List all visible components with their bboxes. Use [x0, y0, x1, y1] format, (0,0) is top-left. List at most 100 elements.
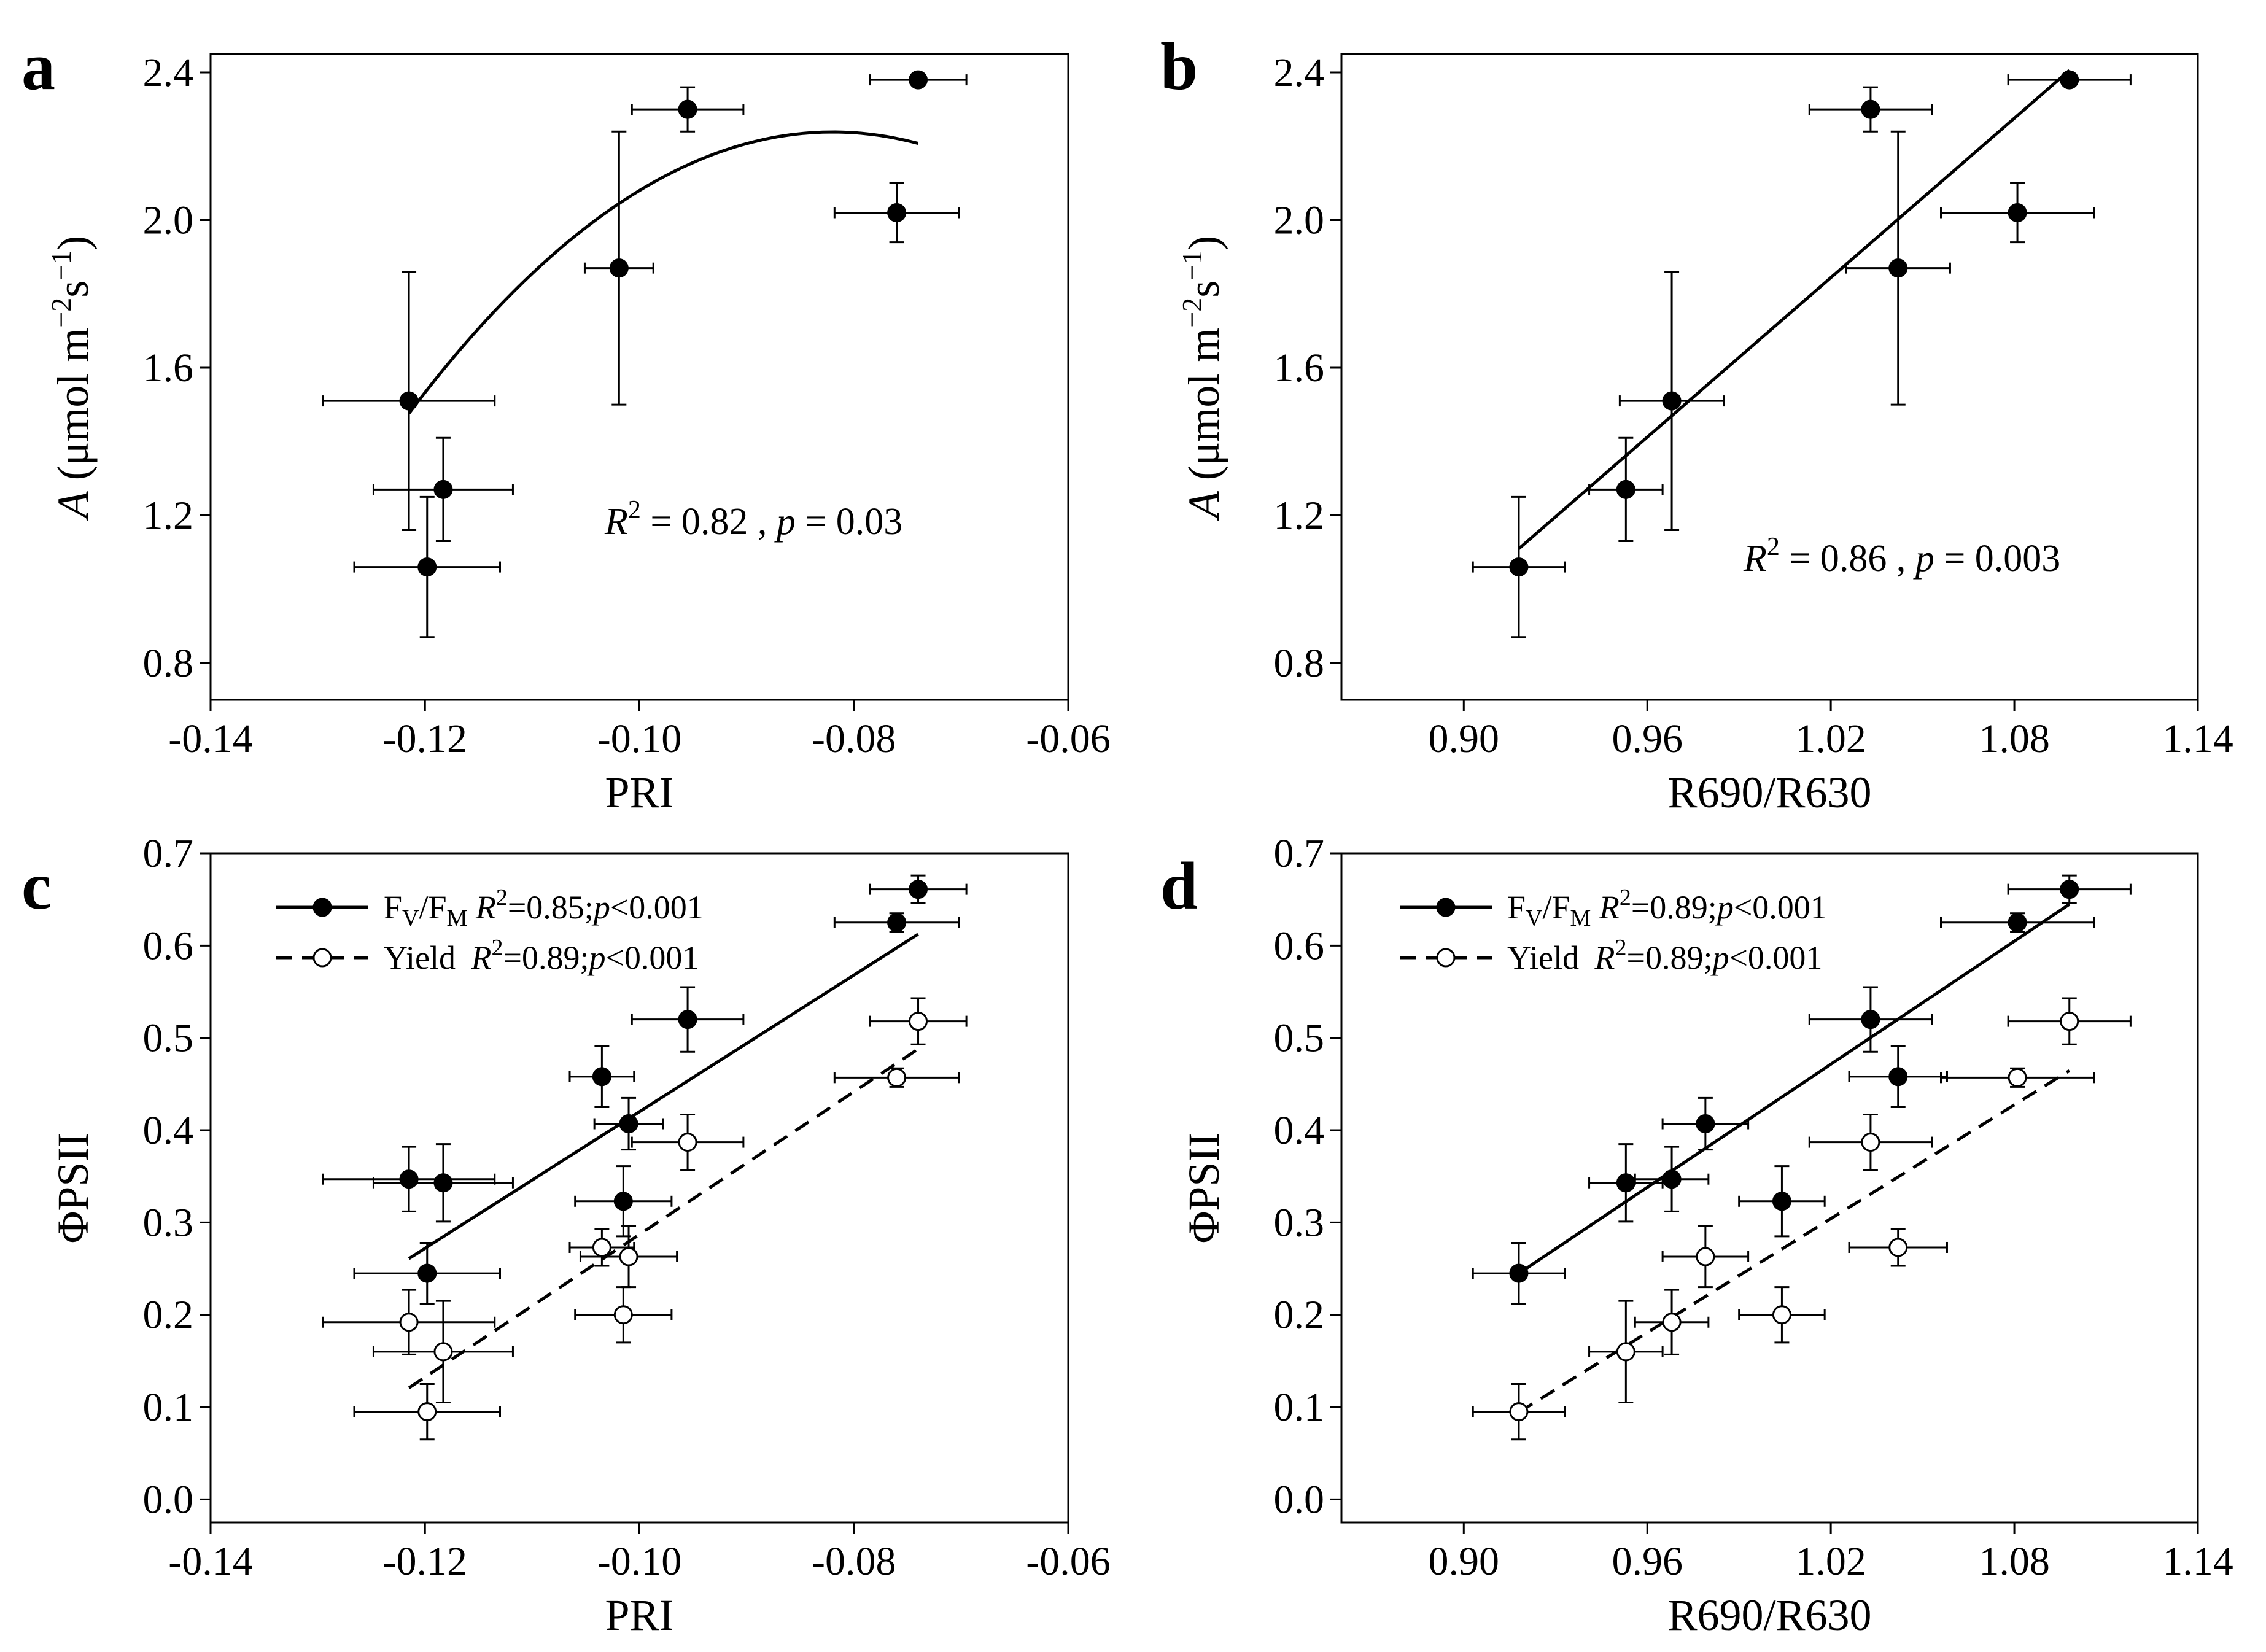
series-filled	[322, 874, 968, 1305]
legend-entry: FV/FM R2=0.85;p<0.001	[384, 885, 704, 931]
fit-line	[1518, 1069, 2071, 1414]
panel-letter: b	[1160, 29, 1198, 104]
legend-marker	[312, 898, 332, 917]
x-tick-label: 0.96	[1612, 716, 1683, 761]
y-tick-label: 0.4	[143, 1108, 194, 1153]
x-axis-label: PRI	[605, 768, 673, 817]
y-tick-label: 2.4	[1274, 50, 1325, 95]
data-point	[1738, 1165, 1826, 1238]
fit-line	[1518, 69, 2071, 550]
data-point	[833, 912, 960, 933]
data-point	[579, 1225, 678, 1289]
data-point	[1661, 1096, 1750, 1151]
x-tick-label: -0.06	[1026, 1539, 1110, 1584]
y-tick-label: 0.5	[143, 1016, 194, 1061]
data-point	[1808, 86, 1933, 133]
data-point	[1940, 182, 2095, 244]
legend-marker	[1436, 898, 1456, 917]
data-point	[1808, 986, 1933, 1053]
fit-line	[408, 933, 919, 1260]
y-tick-label: 0.2	[143, 1293, 194, 1338]
panel-letter: d	[1160, 848, 1198, 923]
y-tick-label: 1.2	[1274, 493, 1325, 538]
y-axis-label: A (μmol m−2s−1)	[45, 236, 98, 521]
data-point	[1588, 1300, 1664, 1404]
data-point	[322, 1146, 496, 1212]
data-point	[1618, 271, 1725, 531]
data-point	[574, 1165, 673, 1238]
data-point	[1661, 1225, 1750, 1289]
data-point	[322, 271, 496, 531]
plot-frame	[209, 53, 1069, 701]
fit-line	[1518, 903, 2071, 1275]
y-tick-label: 0.2	[1274, 1293, 1325, 1338]
x-tick-label: -0.10	[597, 1539, 681, 1584]
data-point	[583, 130, 654, 406]
series-filled	[1472, 874, 2132, 1305]
data-point	[1472, 1382, 1566, 1441]
panel-a: a -0.14 -0.12 -0.10 -0.08 -0.06 0.8 1.2 1.6 2.0 2.…	[21, 29, 1111, 817]
series-open	[1472, 997, 2132, 1441]
x-tick-label: 1.02	[1795, 1539, 1866, 1584]
data-point	[372, 1300, 514, 1404]
x-axis-label: PRI	[605, 1591, 673, 1640]
series-filled	[1472, 69, 2132, 638]
x-tick-label: -0.12	[383, 716, 467, 761]
data-point	[1588, 436, 1664, 543]
y-tick-label: 2.4	[143, 50, 194, 95]
panel-d: d 0.90 0.96 1.02 1.08 1.14 0.0 0.1 0.2 0.3 0.4 0.5 0…	[1160, 831, 2233, 1640]
data-point	[2007, 997, 2132, 1045]
x-axis-label: R690/R630	[1667, 768, 1871, 817]
data-point	[353, 1241, 501, 1305]
y-tick-label: 2.0	[143, 198, 194, 243]
y-tick-label: 1.2	[143, 493, 194, 538]
panel-letter: c	[21, 848, 52, 923]
data-point	[631, 986, 745, 1053]
data-point	[1588, 1143, 1664, 1223]
data-point	[833, 182, 960, 244]
data-point	[1634, 1289, 1710, 1355]
plot-frame	[1340, 852, 2199, 1524]
x-tick-label: -0.14	[168, 716, 252, 761]
y-tick-label: 0.3	[1274, 1200, 1325, 1245]
data-point	[869, 997, 968, 1045]
y-axis-label: A (μmol m−2s−1)	[1176, 236, 1228, 521]
data-point	[1848, 1228, 1948, 1267]
x-tick-label: 0.90	[1429, 716, 1500, 761]
y-tick-label: 0.1	[143, 1385, 194, 1430]
y-tick-label: 1.6	[1274, 346, 1325, 390]
series-filled	[322, 70, 968, 638]
y-tick-label: 0.0	[143, 1477, 194, 1522]
panel-letter: a	[21, 29, 55, 104]
plot-frame	[1340, 53, 2199, 701]
data-point	[353, 1382, 501, 1441]
fit-annotation: R2 = 0.82 , p = 0.03	[604, 496, 902, 543]
y-axis-label: ΦPSII	[1179, 1133, 1228, 1244]
y-tick-label: 0.0	[1274, 1477, 1325, 1522]
y-tick-label: 0.7	[1274, 831, 1325, 876]
y-tick-label: 0.5	[1274, 1016, 1325, 1061]
data-point	[1738, 1286, 1826, 1344]
y-tick-label: 0.7	[143, 831, 194, 876]
y-tick-label: 0.8	[1274, 641, 1325, 686]
x-tick-label: 1.02	[1795, 716, 1866, 761]
data-point	[1940, 912, 2095, 933]
data-point	[1472, 495, 1566, 638]
data-point	[631, 1113, 745, 1171]
x-tick-label: -0.06	[1026, 716, 1110, 761]
x-tick-label: 1.08	[1979, 716, 2050, 761]
legend-marker	[312, 948, 332, 968]
x-axis-label: R690/R630	[1667, 1591, 1871, 1640]
data-point	[1808, 1113, 1933, 1171]
x-tick-label: -0.08	[812, 1539, 896, 1584]
x-tick-label: 1.14	[2162, 1539, 2233, 1584]
data-point	[1848, 1045, 1948, 1108]
fit-line	[408, 1047, 919, 1389]
data-point	[593, 1096, 664, 1151]
data-point	[869, 874, 968, 904]
x-tick-label: 1.08	[1979, 1539, 2050, 1584]
series-open	[322, 997, 968, 1441]
fit-line	[408, 130, 919, 415]
